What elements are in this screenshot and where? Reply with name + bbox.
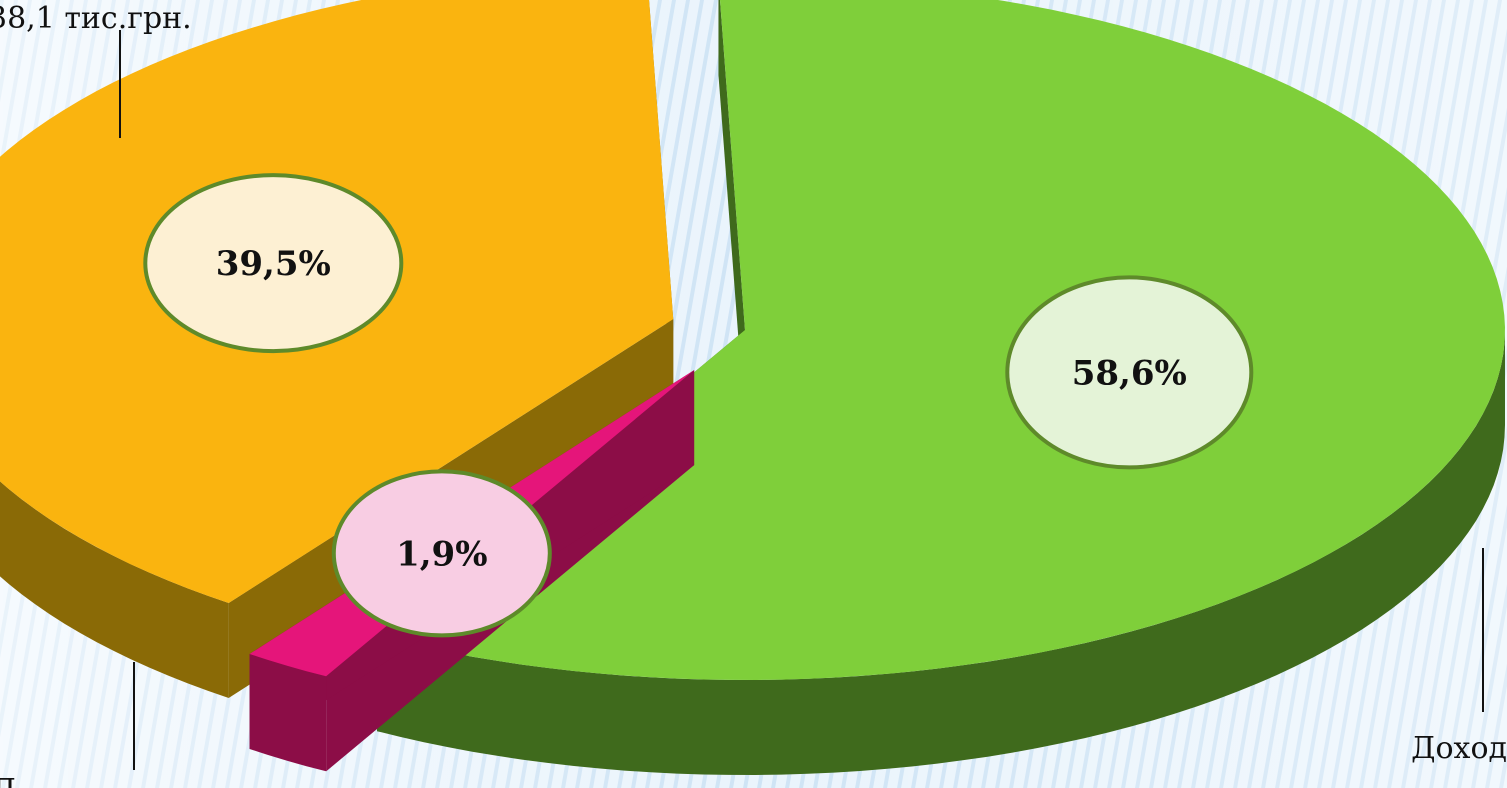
slice-side: [249, 654, 327, 772]
slice-label-group: 39,5% 38,1 тис.грн.: [0, 1, 404, 354]
slice-label-group: 58,6% Доход: [1005, 275, 1507, 766]
category-label: Доход: [1411, 731, 1507, 766]
data-label: 39,5%: [216, 244, 331, 284]
category-label: Д: [0, 773, 16, 788]
data-label: 58,6%: [1072, 353, 1187, 393]
data-label-bubble: [331, 469, 552, 638]
slice-label-group: 1,9% Д: [0, 469, 552, 788]
data-label-bubble: [1005, 275, 1254, 470]
data-label-bubble: [143, 173, 404, 354]
slice-side: [377, 330, 1505, 775]
slice-wall: [718, 0, 745, 425]
category-label: 38,1 тис.грн.: [0, 1, 192, 36]
data-label: 1,9%: [396, 534, 487, 574]
slice-top: [377, 0, 1505, 680]
slice-side: [0, 481, 229, 698]
